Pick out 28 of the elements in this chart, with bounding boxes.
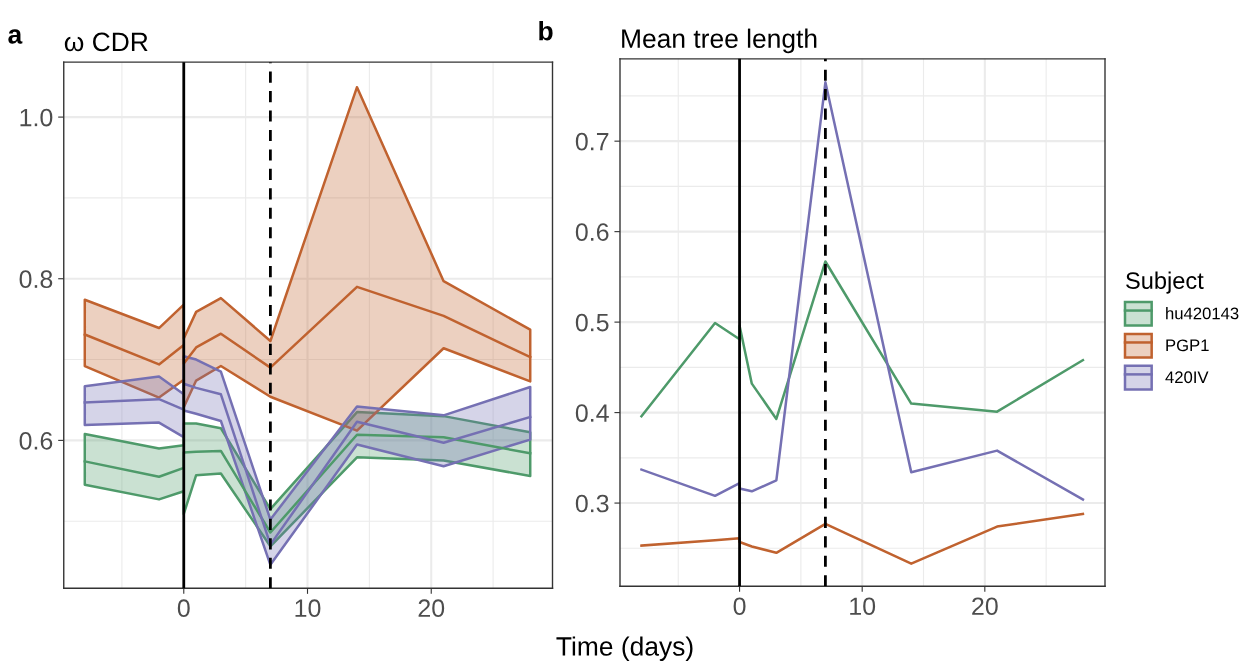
x-tick-label: 0 [177, 599, 190, 618]
line-series [640, 512, 1085, 565]
chart-title: ω CDR [64, 32, 148, 52]
x-tick-label: 20 [972, 597, 998, 616]
y-tick-label: 0.6 [19, 431, 53, 450]
legend-label: 420IV [1165, 371, 1209, 384]
text: b [539, 21, 553, 41]
y-tick-label: 1.0 [20, 108, 53, 127]
line-series [640, 260, 1085, 421]
y-tick-label: 0.7 [575, 132, 609, 151]
legend-title: Subject [1126, 271, 1204, 294]
text: a [8, 29, 23, 44]
y-tick-label: 0.3 [575, 494, 609, 513]
x-axis-title: Time (days) [556, 636, 693, 661]
x-tick-label: 0 [733, 597, 746, 616]
y-tick-label: 0.8 [19, 270, 53, 289]
x-tick-label: 10 [850, 597, 876, 616]
chart-title: Mean tree length [622, 28, 817, 54]
legend-label: hu420143 [1166, 307, 1239, 320]
x-tick-label: 10 [295, 599, 321, 618]
y-tick-label: 0.6 [575, 223, 609, 241]
line-series [83, 382, 532, 546]
line-series [640, 81, 1085, 501]
line-series [83, 285, 532, 369]
y-tick-label: 0.5 [575, 313, 609, 332]
legend-label: PGP1 [1166, 339, 1209, 352]
y-tick-label: 0.4 [575, 404, 609, 422]
x-tick-label: 20 [418, 599, 445, 618]
